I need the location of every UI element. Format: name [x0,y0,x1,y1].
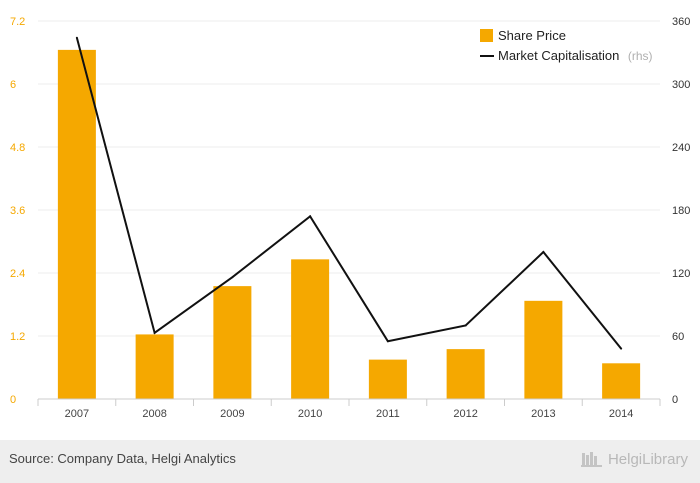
bar-share-price [213,286,252,399]
point-market-cap [309,215,312,218]
y-right-tick-label: 180 [672,205,690,217]
x-tick-label: 2007 [65,408,89,420]
legend-swatch-share-price [480,29,493,42]
bar-share-price [57,49,96,399]
footer: Source: Company Data, Helgi Analytics He… [0,440,700,483]
point-market-cap [231,276,234,279]
y-right-tick-label: 0 [672,394,678,406]
library-icon [580,452,602,467]
bar-share-price [446,349,485,399]
source-note: Source: Company Data, Helgi Analytics [9,451,236,466]
x-tick-label: 2014 [609,408,633,420]
point-market-cap [542,251,545,253]
line-market-cap [75,37,622,350]
bar-share-price [524,300,563,399]
line-series-market-cap [75,36,623,350]
legend-label-market-cap-name: Market Capitalisation [498,48,619,63]
point-market-cap [620,347,623,350]
y-left-tick-label: 4.8 [10,142,25,154]
point-market-cap [386,340,389,343]
combo-chart: 0 1.2 2.4 3.6 4.8 6 7.2 0 60 120 180 240 300 360 2007 2… [10,16,690,420]
bar-share-price [291,259,330,399]
y-right-tick-label: 240 [672,142,690,154]
x-tick-label: 2012 [453,408,477,420]
bar-share-price [135,334,174,399]
x-tick-label: 2010 [298,408,322,420]
y-right-tick-label: 300 [672,79,690,91]
y-right-tick-label: 60 [672,331,684,343]
y-right-tick-label: 120 [672,268,690,280]
x-tick-label: 2009 [220,408,244,420]
x-tick-label: 2011 [376,408,400,420]
gridlines [38,20,660,337]
brand-name: HelgiLibrary [607,450,688,468]
point-market-cap [464,324,467,327]
legend-label-share-price: Share Price [498,28,566,43]
y-left-tick-label: 0 [10,394,16,406]
legend-label-market-cap: Market Capitalisation (rhs) [498,47,653,64]
bar-share-price [602,363,641,399]
bar-share-price [368,359,407,399]
legend: Share Price Market Capitalisation (rhs) [480,28,653,64]
y-left-tick-label: 7.2 [10,16,25,28]
x-tick-label: 2008 [142,408,166,420]
point-market-cap [75,36,78,39]
point-market-cap [153,331,156,334]
brand-logo[interactable]: HelgiLibrary [580,450,688,468]
legend-label-market-cap-suffix: (rhs) [628,49,653,63]
axes: 0 1.2 2.4 3.6 4.8 6 7.2 0 60 120 180 240 300 360 2007 2… [10,16,690,420]
y-left-tick-label: 3.6 [10,205,25,217]
y-right-tick-label: 360 [672,16,690,28]
bar-series-share-price [57,49,641,399]
y-left-tick-label: 6 [10,79,16,91]
y-left-tick-label: 1.2 [10,331,25,343]
y-left-tick-label: 2.4 [10,268,25,280]
x-tick-label: 2013 [531,408,555,420]
